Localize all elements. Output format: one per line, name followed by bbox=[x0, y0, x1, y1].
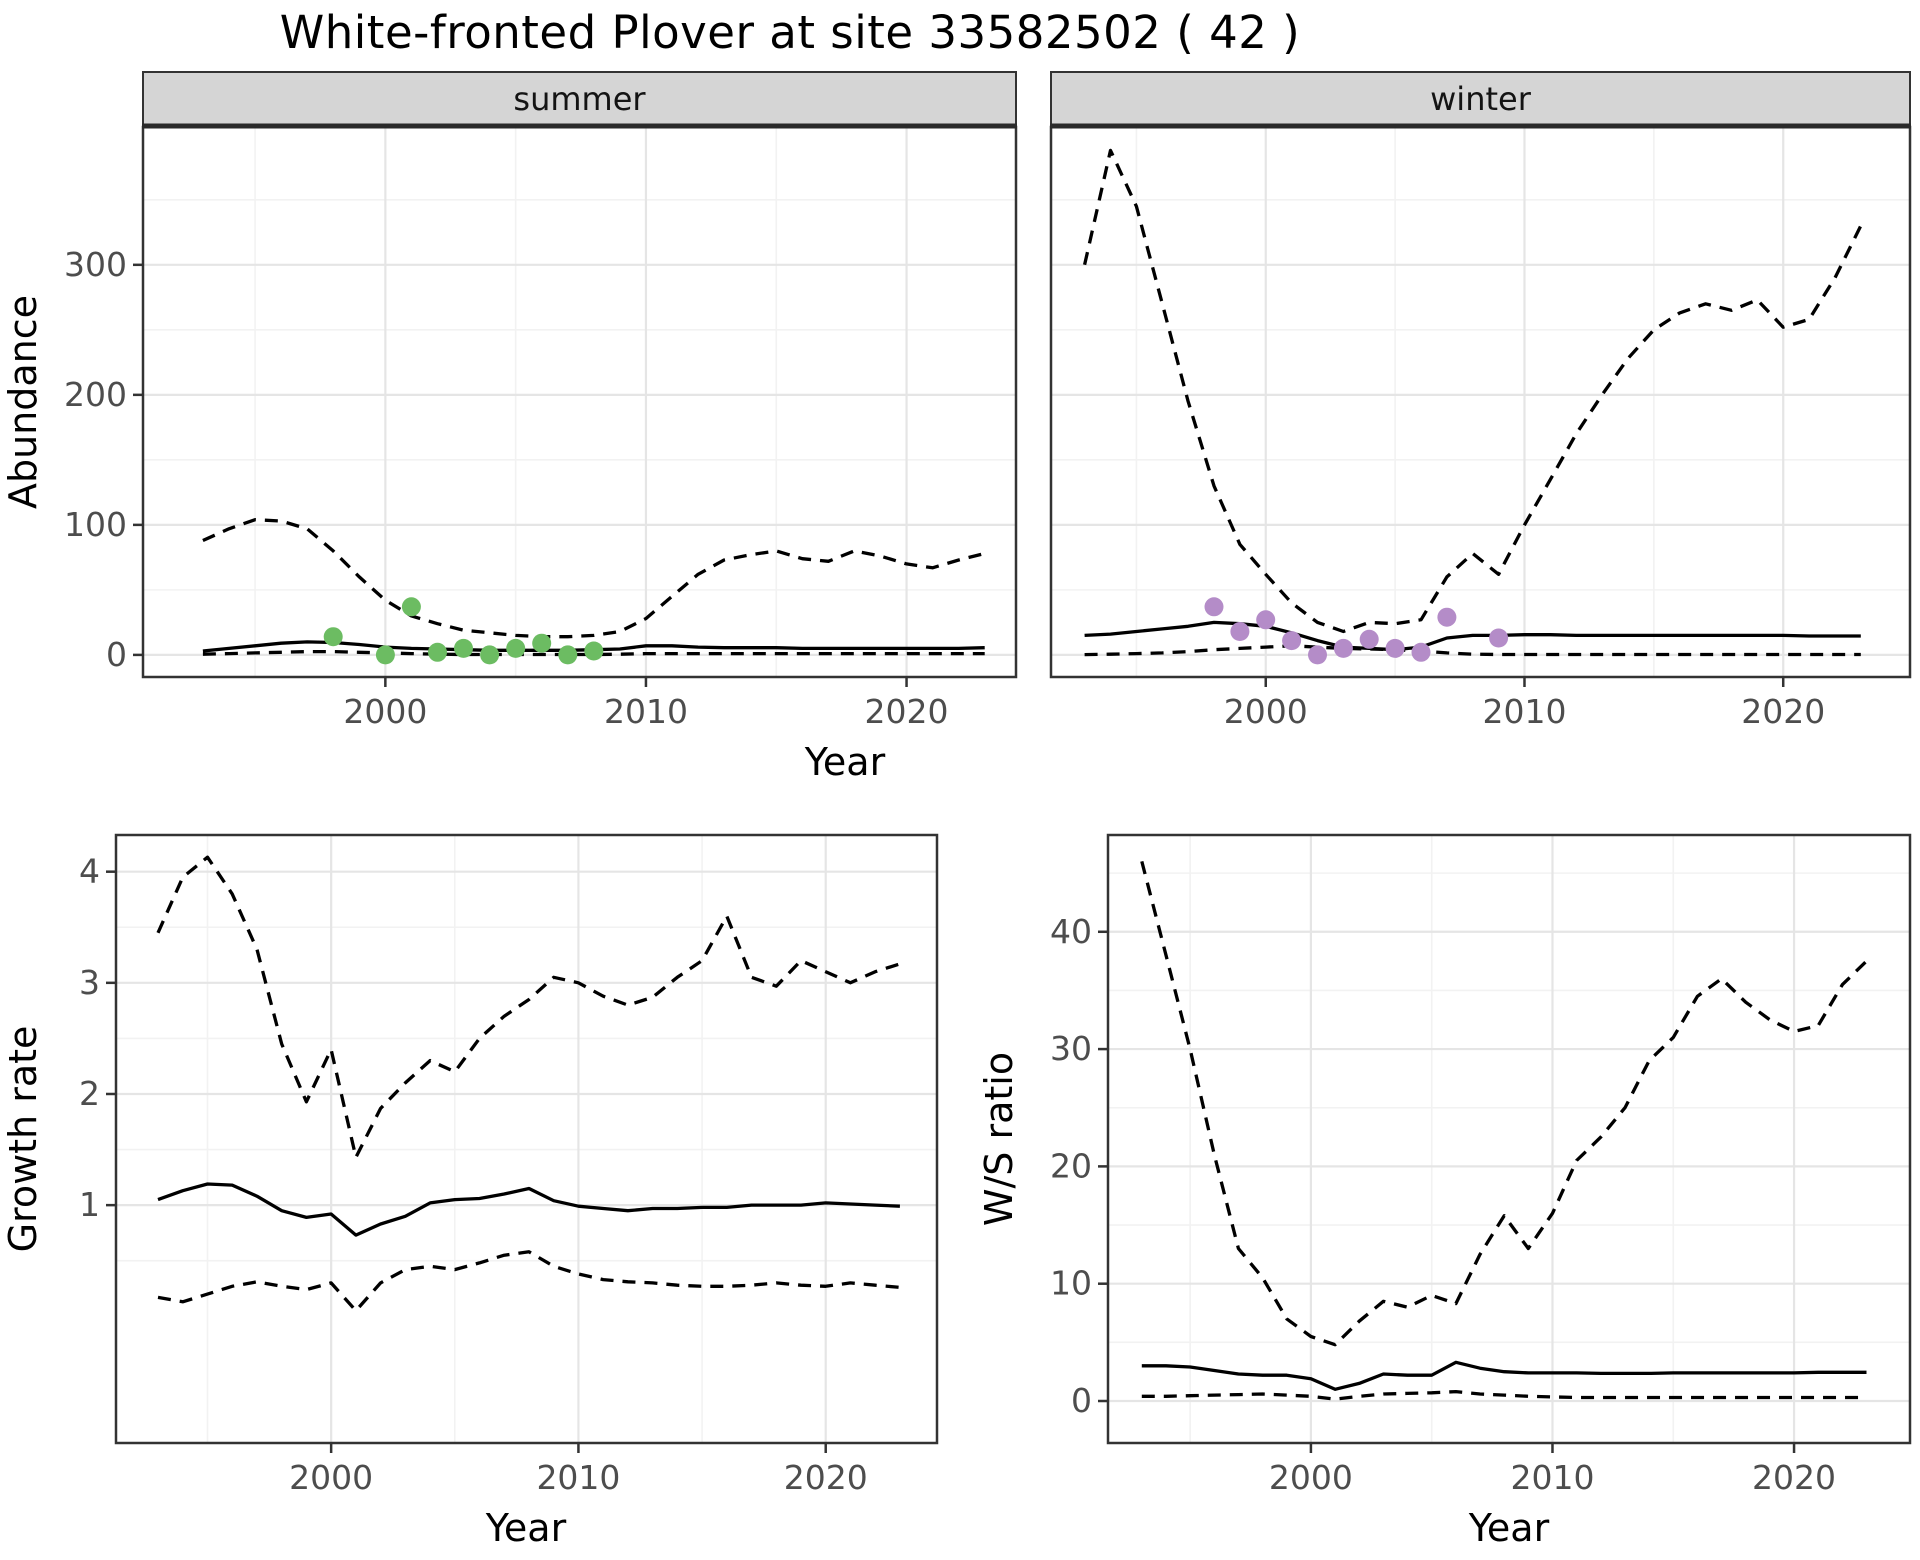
x-tick-label: 2000 bbox=[289, 1458, 373, 1497]
observation-point bbox=[1333, 638, 1353, 658]
observation-point bbox=[1204, 597, 1224, 617]
x-tick-label: 2020 bbox=[1752, 1458, 1836, 1497]
facet-strip-label: summer bbox=[513, 80, 646, 118]
observation-point bbox=[1230, 622, 1250, 641]
observation-point bbox=[480, 645, 500, 665]
upper-ci-line bbox=[202, 518, 986, 639]
observation-point bbox=[1359, 629, 1379, 649]
x-tick-label: 2010 bbox=[1510, 1458, 1594, 1497]
facet-strip bbox=[142, 71, 1017, 128]
x-tick-label: 2000 bbox=[1269, 1458, 1353, 1497]
x-tick-label: 2010 bbox=[604, 692, 688, 731]
y-tick-label: 30 bbox=[1050, 1029, 1092, 1068]
y-axis-title: Growth rate bbox=[1, 1026, 45, 1253]
y-tick-label: 40 bbox=[1050, 912, 1092, 951]
y-tick-label: 1 bbox=[79, 1185, 100, 1224]
y-tick-label: 3 bbox=[79, 963, 100, 1002]
panel-background bbox=[143, 127, 1016, 677]
panel-background bbox=[1108, 835, 1910, 1443]
observation-point bbox=[1282, 631, 1302, 651]
observation-point bbox=[1256, 610, 1276, 630]
y-tick-label: 200 bbox=[64, 375, 127, 414]
observation-point bbox=[428, 642, 447, 662]
panel-border bbox=[114, 833, 939, 1445]
observation-point bbox=[584, 641, 604, 661]
y-tick-label: 0 bbox=[106, 635, 127, 674]
y-tick-label: 20 bbox=[1050, 1146, 1092, 1185]
mean-line bbox=[1084, 620, 1861, 652]
observation-point bbox=[1437, 607, 1457, 627]
observation-point bbox=[401, 597, 421, 617]
y-tick-label: 100 bbox=[64, 505, 127, 544]
observation-point bbox=[323, 627, 343, 647]
x-tick-label: 2000 bbox=[343, 692, 427, 731]
x-axis-title: Year bbox=[804, 740, 886, 784]
observation-point bbox=[1308, 645, 1327, 665]
y-axis-title: Abundance bbox=[1, 295, 45, 509]
panel-growth_rate: 2000 2010 2020 1 2 3 4 Year Growth rate bbox=[1, 833, 939, 1550]
panel-border bbox=[1106, 833, 1912, 1445]
y-tick-label: 2 bbox=[79, 1074, 100, 1113]
plot-title: White-fronted Plover at site 33582502 ( … bbox=[279, 6, 1301, 59]
lower-ci-line bbox=[1084, 644, 1861, 657]
y-tick-label: 4 bbox=[79, 852, 100, 891]
panel-abundance_winter: winter 2000 2010 2020 bbox=[1049, 71, 1912, 731]
facet-strip-label: winter bbox=[1430, 80, 1532, 118]
upper-ci-line bbox=[1140, 860, 1868, 1347]
y-tick-label: 10 bbox=[1050, 1264, 1092, 1303]
mean-line bbox=[157, 1182, 900, 1237]
y-tick-label: 300 bbox=[64, 245, 127, 284]
lower-ci-line bbox=[157, 1250, 901, 1313]
observation-point bbox=[375, 645, 395, 665]
observation-point bbox=[1385, 638, 1405, 658]
x-tick-label: 2020 bbox=[865, 692, 949, 731]
observation-point bbox=[532, 633, 552, 653]
lower-ci-line bbox=[1141, 1389, 1867, 1401]
panel-background bbox=[1051, 127, 1910, 677]
observation-point bbox=[558, 645, 578, 665]
x-tick-label: 2010 bbox=[536, 1458, 620, 1497]
x-tick-label: 2020 bbox=[1741, 692, 1825, 731]
x-axis-title: Year bbox=[1468, 1506, 1550, 1550]
observation-point bbox=[1411, 642, 1431, 662]
panel-abundance_summer: summer 2000 2010 2020 0 100 200 300 Year Abundanc… bbox=[1, 71, 1018, 784]
upper-ci-line bbox=[1082, 148, 1863, 634]
x-tick-label: 2010 bbox=[1482, 692, 1566, 731]
x-tick-label: 2020 bbox=[784, 1458, 868, 1497]
mean-line bbox=[1141, 1360, 1867, 1391]
observation-point bbox=[454, 638, 473, 658]
y-axis-title: W/S ratio bbox=[977, 1052, 1021, 1226]
facet-strip bbox=[1050, 71, 1911, 128]
panel-ws_ratio: 2000 2010 2020 0 10 20 30 40 Year W/S ratio bbox=[977, 833, 1912, 1550]
x-tick-label: 2000 bbox=[1224, 692, 1308, 731]
x-axis-title: Year bbox=[485, 1506, 567, 1550]
y-tick-label: 0 bbox=[1071, 1381, 1092, 1420]
observation-point bbox=[506, 638, 526, 658]
upper-ci-line bbox=[156, 855, 901, 1159]
observation-point bbox=[1489, 628, 1509, 648]
panel-background bbox=[116, 835, 937, 1443]
